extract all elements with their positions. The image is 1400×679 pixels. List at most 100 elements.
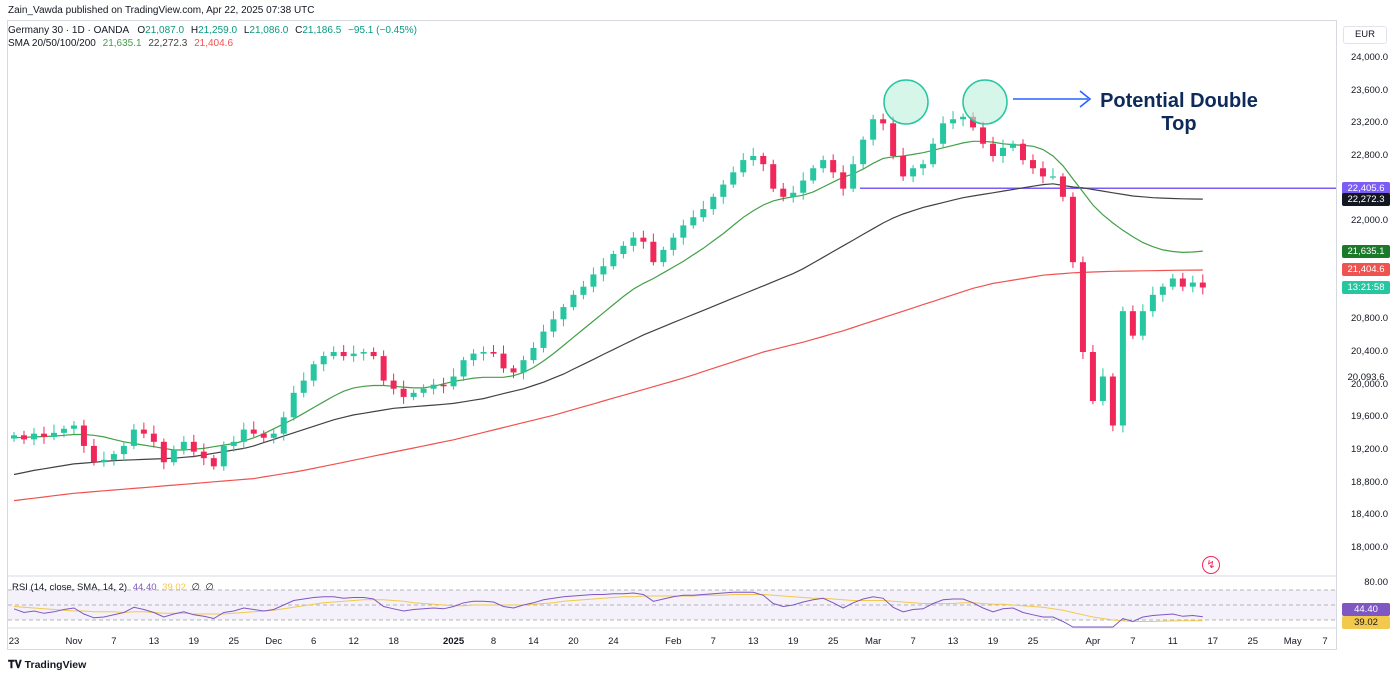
candle-body bbox=[500, 353, 507, 369]
rsi-sma-line bbox=[13, 594, 1203, 622]
open-value: 21,087.0 bbox=[145, 25, 185, 36]
candle-body bbox=[570, 294, 577, 308]
open-label: O bbox=[137, 25, 146, 36]
candle-body bbox=[830, 160, 837, 173]
candle-body bbox=[230, 441, 237, 446]
rsi-tick-80: 80.00 bbox=[1364, 577, 1388, 588]
rsi-value: 44.40 bbox=[132, 582, 157, 593]
candle-body bbox=[1199, 282, 1206, 288]
candle-body bbox=[390, 380, 397, 389]
tradingview-logo[interactable]: 𝐓𝐕 TradingView bbox=[8, 659, 86, 672]
candle-body bbox=[1000, 147, 1007, 156]
sma20-value: 21,635.1 bbox=[102, 38, 142, 49]
rsi-legend[interactable]: RSI (14, close, SMA, 14, 2) 44.40 39.02 … bbox=[12, 582, 214, 593]
candle-body bbox=[510, 368, 517, 373]
candle-body bbox=[220, 445, 227, 467]
rsi-line bbox=[13, 591, 1203, 628]
candle-body bbox=[930, 143, 937, 165]
time-tick-label: 13 bbox=[148, 636, 160, 647]
candle-body bbox=[620, 245, 627, 254]
candle-body bbox=[190, 441, 197, 452]
rsi-extra2: ∅ bbox=[205, 582, 214, 593]
plain-price-label: 20,093.6 bbox=[1347, 371, 1385, 383]
time-tick-label: 19 bbox=[787, 636, 799, 647]
candle-body bbox=[850, 164, 857, 189]
time-tick-label: 20 bbox=[568, 636, 579, 647]
candle-body bbox=[940, 123, 947, 144]
candle-body bbox=[980, 127, 987, 144]
time-tick-label: 8 bbox=[490, 636, 497, 647]
price-tick-label: 23,200.0 bbox=[1351, 117, 1388, 129]
price-tick-label: 19,200.0 bbox=[1351, 444, 1388, 455]
candle-body bbox=[1059, 176, 1066, 197]
time-tick-label: 25 bbox=[1247, 636, 1259, 647]
candle-body bbox=[380, 356, 387, 381]
candle-body bbox=[860, 139, 867, 165]
candle-body bbox=[680, 225, 687, 238]
time-tick-label: 2025 bbox=[442, 636, 465, 647]
symbol-title: Germany 30 · 1D · OANDA bbox=[8, 25, 129, 36]
candle-body bbox=[910, 168, 917, 177]
price-tick-label: 23,600.0 bbox=[1351, 84, 1388, 96]
candle-body bbox=[590, 274, 597, 287]
candle-body bbox=[800, 180, 807, 193]
double-top-circle-2 bbox=[962, 79, 1008, 125]
candle-body bbox=[1109, 376, 1116, 426]
time-tick-label: 25 bbox=[1027, 636, 1039, 647]
candle-body bbox=[730, 172, 737, 185]
candle-body bbox=[460, 360, 467, 377]
close-label: C bbox=[295, 25, 303, 36]
candle-body bbox=[540, 331, 547, 348]
candle-body bbox=[690, 217, 697, 226]
price-tick-label: 18,800.0 bbox=[1351, 476, 1388, 488]
candle-body bbox=[1099, 376, 1106, 401]
candle-body bbox=[11, 435, 17, 439]
candle-body bbox=[200, 451, 207, 459]
double-top-annotation[interactable]: Potential Double Top bbox=[1093, 90, 1265, 136]
currency-button[interactable]: EUR bbox=[1343, 26, 1387, 44]
candle-body bbox=[630, 237, 637, 246]
time-tick-label: Dec bbox=[265, 636, 283, 647]
candle-body bbox=[1169, 278, 1176, 287]
rsi-value-label: 44.40 bbox=[1342, 603, 1390, 616]
candle-body bbox=[350, 353, 357, 357]
candle-body bbox=[580, 286, 587, 295]
rsi-sma-label: 39.02 bbox=[1342, 616, 1390, 629]
candle-body bbox=[110, 454, 117, 460]
candle-body bbox=[1179, 278, 1186, 287]
rsi-extra1: ∅ bbox=[191, 582, 200, 593]
candle-body bbox=[560, 307, 567, 320]
lightning-icon[interactable]: ↯ bbox=[1202, 556, 1220, 574]
candle-body bbox=[50, 432, 57, 437]
candle-body bbox=[270, 433, 277, 438]
candle-body bbox=[70, 425, 77, 429]
price-tick-label: 22,800.0 bbox=[1351, 150, 1388, 161]
candle-body bbox=[1019, 143, 1026, 161]
candle-body bbox=[170, 450, 177, 463]
sma50-value: 22,272.3 bbox=[148, 38, 188, 49]
candle-body bbox=[760, 156, 767, 165]
candle-body bbox=[820, 160, 827, 169]
rsi-sma-value: 39.02 bbox=[162, 582, 186, 593]
tv-logo-text: TradingView bbox=[24, 659, 87, 671]
candle-body bbox=[20, 435, 27, 440]
time-tick-label: 7 bbox=[1130, 636, 1136, 647]
time-tick-label: 7 bbox=[910, 636, 916, 647]
sma-legend[interactable]: SMA 20/50/100/200 21,635.1 22,272.3 21,4… bbox=[8, 38, 233, 49]
time-tick-label: 6 bbox=[311, 636, 317, 647]
candle-body bbox=[260, 433, 267, 438]
candle-body bbox=[1149, 294, 1156, 312]
candle-body bbox=[550, 319, 557, 332]
candle-body bbox=[490, 352, 497, 354]
candle-body bbox=[950, 119, 957, 124]
candle-body bbox=[1010, 143, 1016, 148]
time-tick-label: May bbox=[1283, 636, 1302, 647]
candle-body bbox=[450, 376, 457, 387]
candle-body bbox=[420, 388, 427, 393]
ohlc-legend[interactable]: Germany 30 · 1D · OANDA O21,087.0 H21,25… bbox=[8, 25, 417, 36]
high-value: 21,259.0 bbox=[198, 25, 238, 36]
candle-body bbox=[80, 425, 87, 446]
low-value: 21,086.0 bbox=[249, 25, 289, 36]
time-tick-label: 7 bbox=[111, 636, 117, 647]
